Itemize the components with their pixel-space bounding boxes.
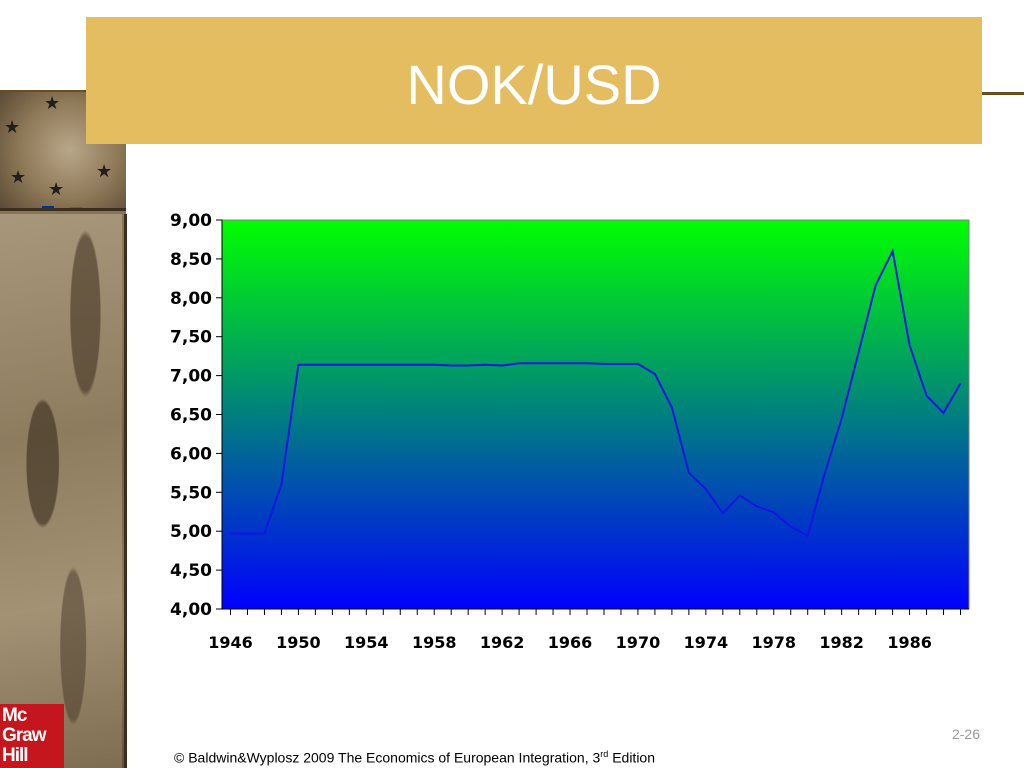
x-tick-label: 1958 (412, 633, 457, 652)
y-tick-label: 5,50 (170, 483, 212, 503)
x-tick-label: 1966 (548, 633, 593, 652)
data-point (824, 473, 826, 475)
data-point (620, 363, 622, 365)
flags-cluster (22, 204, 92, 208)
y-tick-label: 8,00 (170, 289, 212, 309)
top-rule-left (0, 90, 86, 93)
data-point (688, 472, 690, 474)
data-point (926, 395, 928, 397)
data-point (518, 362, 520, 364)
y-tick-label: 4,00 (170, 600, 212, 620)
data-point (433, 364, 435, 366)
data-point (671, 406, 673, 408)
data-point (943, 412, 945, 414)
data-point (705, 488, 707, 490)
data-point (841, 417, 843, 419)
data-point (909, 344, 911, 346)
star-icon: ★ (44, 93, 61, 113)
data-point (535, 362, 537, 364)
data-point (314, 364, 316, 366)
plot-area (221, 219, 970, 610)
y-tick-label: 8,50 (170, 250, 212, 270)
data-point (739, 494, 741, 496)
footer-copyright: © Baldwin&Wyplosz 2009 The Economics of … (174, 749, 656, 766)
data-point (280, 484, 282, 486)
x-axis: 1946 1950 1954 1958 1962 1966 1970 1974 1978 1982… (208, 608, 969, 652)
x-tick-label: 1978 (751, 633, 796, 652)
strip-border (124, 214, 127, 768)
data-point (790, 526, 792, 528)
x-tick-label: 1950 (276, 633, 321, 652)
data-point (382, 364, 384, 366)
star-icon: ★ (10, 167, 27, 187)
data-point (348, 364, 350, 366)
y-axis: 4,00 4,50 5,00 5,50 6,00 6,50 7,00 7,50 8,00 8,50… (170, 211, 223, 620)
data-point (297, 364, 299, 366)
data-point (637, 363, 639, 365)
y-tick-label: 7,00 (170, 367, 212, 387)
line-chart: 4,00 4,50 5,00 5,50 6,00 6,50 7,00 7,50 8,00 8,50… (170, 211, 970, 652)
x-tick-label: 1986 (887, 633, 932, 652)
star-icon: ★ (96, 161, 113, 181)
data-point (858, 351, 860, 353)
data-point (603, 363, 605, 365)
data-point (552, 362, 554, 364)
x-tick-label: 1962 (480, 633, 525, 652)
data-point (501, 364, 503, 366)
x-tick-label: 1954 (344, 633, 389, 652)
data-point (399, 364, 401, 366)
mcgraw-hill-logo: Mc Graw Hill (0, 704, 64, 768)
data-point (960, 382, 962, 384)
data-point (331, 364, 333, 366)
data-point (263, 533, 265, 535)
x-tick-label: 1946 (208, 633, 253, 652)
beach-starfish-photo (0, 214, 122, 768)
x-tick-label: 1970 (616, 633, 661, 652)
star-icon: ★ (4, 117, 21, 137)
slide-title: NOK/USD (406, 52, 662, 116)
data-point (654, 373, 656, 375)
data-point (484, 364, 486, 366)
star-icon: ★ (48, 179, 65, 199)
data-point (807, 535, 809, 537)
y-tick-label: 4,50 (170, 561, 212, 581)
data-point (450, 364, 452, 366)
x-tick-label: 1974 (684, 633, 729, 652)
y-tick-label: 6,50 (170, 406, 212, 426)
data-point (722, 512, 724, 514)
data-point (229, 533, 231, 535)
data-points (229, 250, 962, 537)
y-tick-label: 5,00 (170, 522, 212, 542)
data-point (892, 250, 894, 252)
data-point (586, 362, 588, 364)
y-tick-label: 9,00 (170, 211, 212, 231)
slide-number: 2-26 (951, 726, 980, 742)
x-tick-label: 1982 (819, 633, 864, 652)
title-bar: NOK/USD (86, 17, 982, 144)
data-point (756, 505, 758, 507)
data-point (365, 364, 367, 366)
top-rule-right (982, 92, 1024, 95)
data-point (569, 362, 571, 364)
data-point (773, 512, 775, 514)
data-point (875, 284, 877, 286)
series-line-nok-usd (230, 247, 962, 538)
data-point (416, 364, 418, 366)
y-tick-label: 6,00 (170, 444, 212, 464)
data-point (246, 533, 248, 535)
y-tick-label: 7,50 (170, 328, 212, 348)
data-point (467, 364, 469, 366)
